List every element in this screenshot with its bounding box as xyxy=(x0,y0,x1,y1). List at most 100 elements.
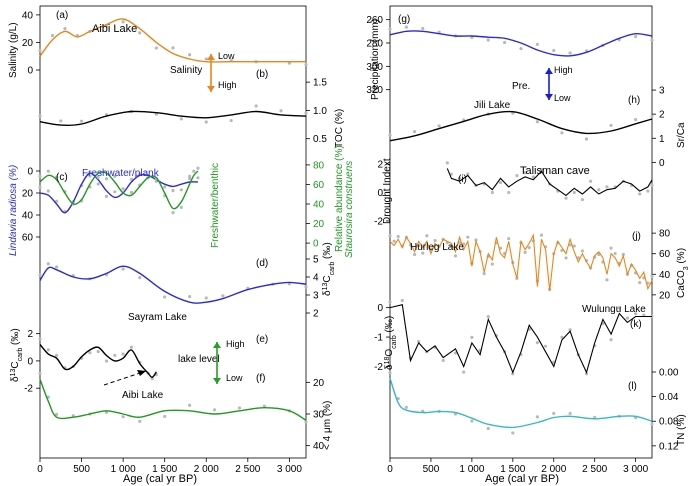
panel-a-raw-point xyxy=(50,33,55,38)
panel-l-raw-point xyxy=(535,415,539,419)
panel-e-raw-point xyxy=(46,348,50,352)
panel-d-letter: (d) xyxy=(256,258,268,269)
panel-c-raw-point xyxy=(104,177,109,181)
panel-e-raw-point xyxy=(129,345,134,349)
panel-l-raw-point xyxy=(511,431,515,435)
panel-j-raw-point xyxy=(564,256,568,260)
panel-g-arrow-top-label: High xyxy=(554,65,573,75)
left-x-axis-label: Age (cal yr BP) xyxy=(123,473,197,485)
panel-c-raw-point xyxy=(113,190,117,194)
panel-h-raw-point xyxy=(412,130,417,134)
panel-a-raw-point xyxy=(188,53,192,57)
panel-e-raw-point xyxy=(38,337,42,341)
panel-h-raw-point xyxy=(634,117,638,122)
panel-i-raw-point xyxy=(457,176,462,180)
panel-k-name: Wulungu Lake xyxy=(582,304,646,315)
panel-c-raw-point xyxy=(188,177,192,181)
precip-arrow-head-top xyxy=(545,68,553,74)
right-xtick-label: 1 000 xyxy=(459,464,484,475)
panel-j-raw-point xyxy=(412,252,417,257)
panel-k-raw-point xyxy=(470,335,474,339)
right-xtick-label: 500 xyxy=(423,464,440,475)
panel-h-ytick-label: 3 xyxy=(659,86,665,97)
panel-c-ytick-label: 60 xyxy=(22,233,34,244)
panel-i-raw-point xyxy=(572,190,576,195)
panel-a-ytick-label: 0 xyxy=(27,66,33,77)
panel-b-ylabel: TOC (%) xyxy=(334,109,345,148)
panel-b-raw-point xyxy=(229,118,233,123)
panel-e-ytick-label: -2 xyxy=(24,384,33,395)
panel-j-raw-point xyxy=(650,274,654,278)
panel-a-arrow-bottom-label: High xyxy=(218,80,237,90)
left-xtick-label: 1 500 xyxy=(152,464,177,475)
panel-i-raw-point xyxy=(539,168,544,172)
panel-c-right-ytick-label: 40 xyxy=(313,200,325,211)
panel-c-raw-point xyxy=(96,182,100,186)
panel-j-raw-point xyxy=(490,262,494,266)
panel-i-raw-point xyxy=(605,185,609,189)
panel-k-raw-point xyxy=(584,372,589,376)
panel-k-raw-point xyxy=(400,298,404,303)
panel-j-raw-point xyxy=(527,246,531,250)
panel-e-letter: (e) xyxy=(256,334,268,345)
panel-f-letter: (f) xyxy=(256,373,265,384)
panel-f-series-line xyxy=(39,378,307,421)
panel-i-ylabel: Drought Indext xyxy=(382,158,393,224)
panel-c-raw-point xyxy=(104,194,109,198)
panel-j-raw-point xyxy=(425,234,429,238)
precip-arrow-head-bottom xyxy=(545,94,553,100)
panel-i-raw-point xyxy=(507,190,511,195)
panel-c-series-line xyxy=(39,172,198,214)
panel-c-raw-point xyxy=(129,190,134,194)
panel-h-ytick-label: 2 xyxy=(659,110,665,121)
panel-a-letter: (a) xyxy=(56,10,68,21)
panel-k-raw-point xyxy=(441,358,445,363)
panel-i-raw-point xyxy=(449,172,454,176)
panel-b-raw-point xyxy=(204,120,208,124)
panel-h-ytick-label: 0 xyxy=(659,158,665,169)
panel-k-ytick-label: -1 xyxy=(374,333,383,344)
panel-f-raw-point xyxy=(237,406,242,410)
panel-i-raw-point xyxy=(523,171,527,175)
panel-d-raw-point xyxy=(188,295,192,299)
panel-d-raw-point xyxy=(46,262,50,266)
panel-f-raw-point xyxy=(304,420,308,424)
panel-d-raw-point xyxy=(204,296,208,300)
axis-titles: Salinity (g/L) TOC (%) Lindavia radiosa … xyxy=(8,19,690,450)
panel-e-ylabel: δ13Ccarb (‰) xyxy=(10,328,24,382)
panel-c-ytick-label: 40 xyxy=(22,211,34,222)
panel-f-raw-point xyxy=(121,415,125,419)
panel-c-right-ytick-label: 0 xyxy=(313,239,319,250)
lakelevel-arrow-head-top xyxy=(213,342,221,348)
panel-c-raw-point xyxy=(188,174,192,178)
panel-g-ytick-label: 280 xyxy=(366,39,383,50)
panel-d-series-line xyxy=(39,265,307,304)
panel-c-series-line xyxy=(39,170,199,210)
panel-h-ytick-label: 1 xyxy=(659,134,665,145)
panel-c-raw-point xyxy=(171,211,175,215)
panel-c-raw-point xyxy=(129,177,134,181)
panel-c-right-ytick-label: 20 xyxy=(313,219,325,230)
panel-k-raw-point xyxy=(609,338,613,342)
panel-e-arrow-bottom-label: Low xyxy=(226,373,243,383)
panel-b-raw-point xyxy=(254,104,258,108)
panel-c-raw-point xyxy=(196,176,200,180)
panel-a-arrow-top-label: Low xyxy=(218,51,235,61)
panel-a-ytick-label: 40 xyxy=(22,10,34,21)
panel-c-raw-point xyxy=(179,188,183,192)
panel-i-raw-point xyxy=(531,175,535,179)
panel-k-letter: (k) xyxy=(630,319,642,330)
panel-i-ytick-label: 0 xyxy=(377,188,383,199)
panel-i-raw-point xyxy=(498,180,503,185)
right-xtick-label: 2 500 xyxy=(582,464,607,475)
panel-i-raw-point xyxy=(466,172,470,176)
panel-c-ytick-label: 0 xyxy=(27,167,33,178)
panel-k-raw-point xyxy=(486,315,490,319)
left-xtick-label: 0 xyxy=(37,464,43,475)
panel-j-raw-point xyxy=(523,250,527,254)
panel-h-letter: (h) xyxy=(628,95,640,106)
panel-d-ytick-label: 5 xyxy=(313,255,319,266)
panel-d-ytick-label: 2 xyxy=(313,309,319,320)
lakelevel-arrow-head-bottom xyxy=(213,378,221,384)
panel-j-ytick-label: 40 xyxy=(659,270,671,281)
